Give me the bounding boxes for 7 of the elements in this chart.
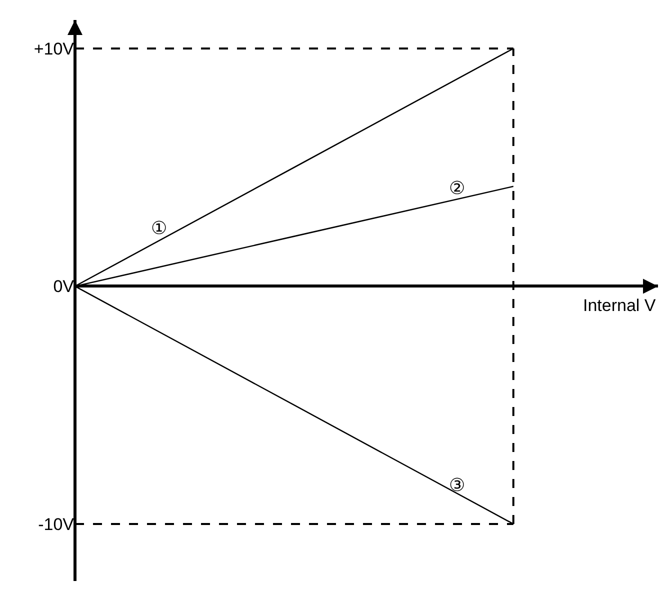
x-axis-title: Internal V bbox=[583, 296, 656, 315]
series-label: ① bbox=[151, 218, 168, 239]
y-tick-label: 0V bbox=[53, 277, 75, 296]
series-label: ③ bbox=[449, 475, 466, 496]
y-tick-label: +10V bbox=[34, 39, 75, 58]
y-tick-label: -10V bbox=[38, 514, 75, 534]
series-label: ② bbox=[449, 178, 466, 199]
